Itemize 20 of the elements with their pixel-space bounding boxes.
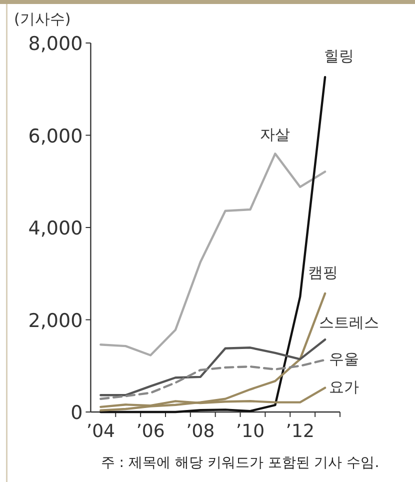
line-series: [100, 358, 326, 400]
text: 주 : 제목에 해당 키워드가 포함된 기사 수임.: [100, 455, 380, 471]
y-axis-title: (기사수): [14, 10, 71, 28]
y-tick-label: 8,000: [28, 33, 83, 55]
x-tick-label: ’08: [186, 421, 215, 442]
x-tick-label: ’10: [236, 421, 265, 442]
series-label: 힐링: [324, 47, 354, 66]
y-tick-label: 0: [70, 402, 83, 424]
series-label: 요가: [329, 378, 360, 396]
series-label: 우울: [329, 350, 360, 368]
x-tick-label: ’04: [86, 421, 115, 442]
y-tick-label: 2,000: [28, 310, 83, 332]
y-tick-label: 4,000: [28, 218, 83, 240]
x-tick-label: ’12: [286, 421, 314, 442]
series-label: 스트레스: [319, 314, 380, 332]
series-label: 자살: [260, 126, 290, 144]
x-tick-label: ’06: [136, 421, 165, 442]
series-label: 캠핑: [308, 263, 338, 282]
y-tick-label: 6,000: [28, 125, 83, 148]
line-series: [100, 338, 326, 396]
